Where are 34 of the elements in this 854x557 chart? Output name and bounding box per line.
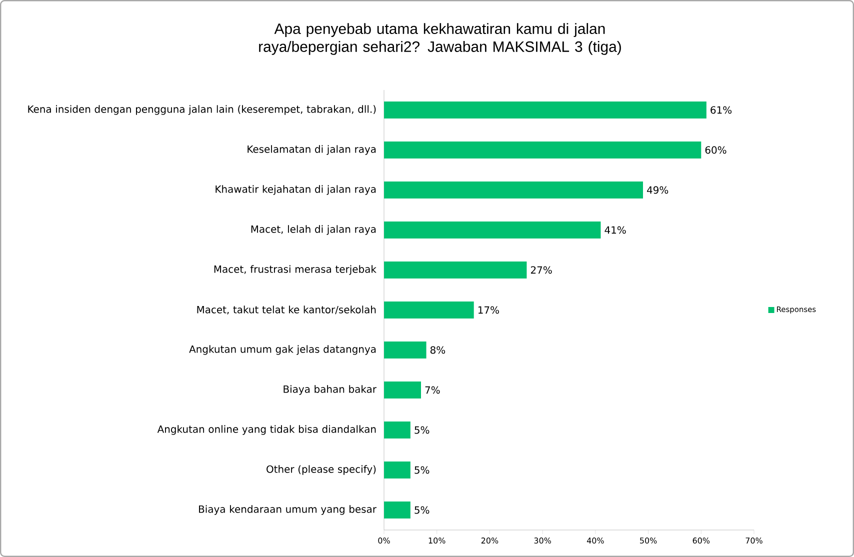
data-label: 27%	[530, 266, 552, 274]
bar	[384, 382, 421, 399]
data-label: 5%	[414, 466, 430, 474]
y-tick-label: Angkutan online yang tidak bisa diandalkan	[157, 425, 376, 435]
chart-title: Apa penyebab utama kekhawatiran kamu di jalan raya/bepergian sehari2? Jawaban MAKSIMAL 3 (tiga)	[259, 23, 621, 55]
data-label: 41%	[604, 226, 626, 234]
data-label: 5%	[414, 506, 430, 514]
bar	[384, 422, 410, 439]
y-tick-label: Khawatir kejahatan di jalan raya	[216, 185, 376, 195]
data-label: 61%	[710, 106, 732, 114]
bar	[384, 102, 706, 118]
data-label: 5%	[414, 426, 430, 434]
bar	[384, 462, 410, 479]
y-tick-label: Macet, lelah di jalan raya	[251, 225, 376, 235]
bar	[384, 182, 643, 198]
y-tick-label: Other (please specify)	[266, 465, 376, 475]
data-label: 8%	[430, 346, 446, 354]
y-tick-label: Kena insiden dengan pengguna jalan lain (keserempet, tabrakan, dll.)	[28, 105, 376, 115]
y-tick-label: Macet, takut telat ke kantor/sekolah	[197, 306, 376, 314]
bar	[384, 142, 702, 158]
data-label: 49%	[647, 186, 668, 194]
y-tick-label: Keselamatan di jalan raya	[248, 145, 376, 155]
bar	[384, 302, 474, 319]
data-label: 60%	[705, 146, 726, 154]
y-tick-label: Angkutan umum gak jelas datangnya	[189, 345, 376, 355]
y-tick-label: Biaya kendaraan umum yang besar	[199, 505, 376, 515]
data-label: 7%	[425, 386, 440, 394]
y-tick-label: Macet, frustrasi merasa terjebak	[214, 265, 376, 275]
y-tick-label: Biaya bahan bakar	[284, 385, 377, 395]
bar	[384, 262, 527, 279]
data-label: 17%	[478, 306, 499, 314]
bar	[384, 222, 601, 238]
bar	[384, 502, 410, 519]
bar	[384, 342, 426, 359]
